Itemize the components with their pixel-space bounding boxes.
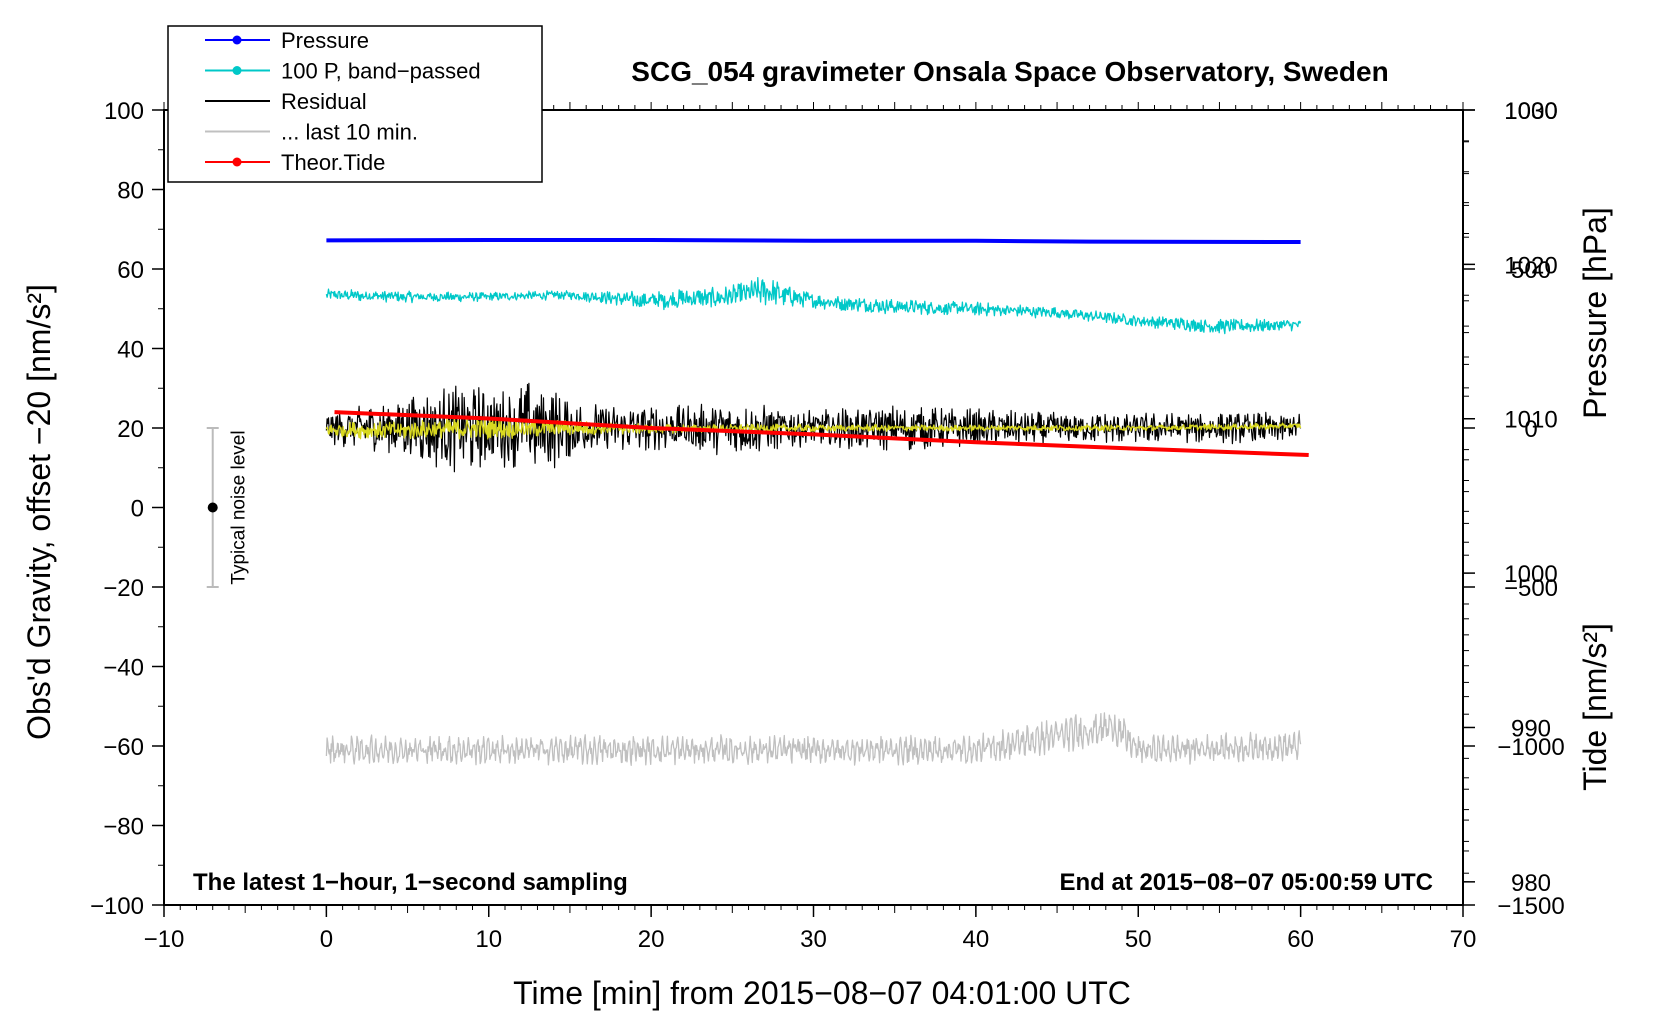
series-line-1: [325, 277, 1302, 335]
x-tick-label: 0: [320, 926, 333, 953]
annotation-left: The latest 1−hour, 1−second sampling: [193, 869, 628, 896]
x-tick-label: 20: [638, 926, 665, 953]
series-line-2: [325, 382, 1302, 473]
x-tick-label: 70: [1450, 926, 1477, 953]
y-axis-title-tide: Tide [nm/s²]: [1577, 623, 1613, 791]
y-tick-label: −60: [103, 734, 144, 761]
chart-title: SCG_054 gravimeter Onsala Space Observat…: [631, 56, 1388, 87]
series-line-3: [325, 417, 1302, 440]
annotation-right: End at 2015−08−07 05:00:59 UTC: [1059, 869, 1433, 896]
y-tick-label: 60: [117, 257, 144, 284]
legend-label: 100 P, band−passed: [281, 59, 481, 84]
series-line-0: [326, 238, 1301, 244]
x-axis-title: Time [min] from 2015−08−07 04:01:00 UTC: [513, 975, 1131, 1011]
tide-tick-label: 0: [1524, 416, 1537, 443]
y-tick-label: −100: [90, 893, 144, 920]
y-axis-title-pressure: Pressure [hPa]: [1577, 207, 1613, 419]
tide-tick-label: 500: [1511, 257, 1551, 284]
legend-swatch-marker: [232, 35, 242, 45]
y-tick-label: 0: [131, 496, 144, 523]
noise-bar-center-dot: [207, 502, 218, 513]
x-tick-label: 50: [1125, 926, 1152, 953]
y-tick-label: 100: [104, 98, 144, 125]
data-series: [325, 238, 1309, 766]
legend-label: Theor.Tide: [281, 150, 385, 175]
tide-tick-label: −1000: [1497, 734, 1564, 761]
legend-box: [167, 25, 543, 183]
noise-level-indicator: Typical noise level: [206, 427, 250, 588]
legend-swatch-marker: [232, 66, 242, 75]
x-tick-label: 30: [800, 926, 827, 953]
noise-bar-label: Typical noise level: [229, 430, 250, 584]
legend-swatch-marker: [232, 157, 242, 167]
y-axis-title-left: Obs'd Gravity, offset −20 [nm/s²]: [21, 284, 57, 740]
x-tick-label: 60: [1287, 926, 1314, 953]
y-tick-label: 40: [117, 337, 144, 364]
y-tick-label: −80: [103, 814, 144, 841]
pressure-tick-label: 1020: [1504, 252, 1557, 279]
pressure-tick-label: 1030: [1504, 98, 1557, 125]
tide-tick-label: 1000: [1504, 98, 1557, 125]
series-line-5: [334, 410, 1309, 457]
series-line-4: [325, 712, 1302, 766]
legend-label: ... last 10 min.: [281, 120, 418, 145]
pressure-tick-label: 990: [1511, 715, 1551, 742]
axes: −10 0 10 20 30 40 50 60 70−100−80−60−40−20020406…: [90, 98, 1565, 953]
pressure-tick-label: 980: [1511, 870, 1551, 897]
tide-tick-label: −500: [1504, 575, 1558, 602]
x-tick-label: −10: [144, 926, 185, 953]
legend: Pressure 100 P, band−passed Residual ... la…: [167, 25, 543, 183]
y-tick-label: −20: [103, 575, 144, 602]
x-tick-label: 40: [963, 926, 990, 953]
pressure-tick-label: 1010: [1504, 407, 1557, 434]
legend-label: Residual: [281, 89, 367, 114]
plot-frame-rect: [163, 109, 1464, 906]
y-tick-label: 80: [117, 178, 144, 205]
x-tick-label: 10: [475, 926, 502, 953]
y-tick-label: −40: [103, 655, 144, 682]
pressure-tick-label: 1000: [1504, 561, 1557, 588]
tide-tick-label: −1500: [1497, 893, 1564, 920]
legend-label: Pressure: [281, 28, 369, 53]
y-tick-label: 20: [117, 416, 144, 443]
